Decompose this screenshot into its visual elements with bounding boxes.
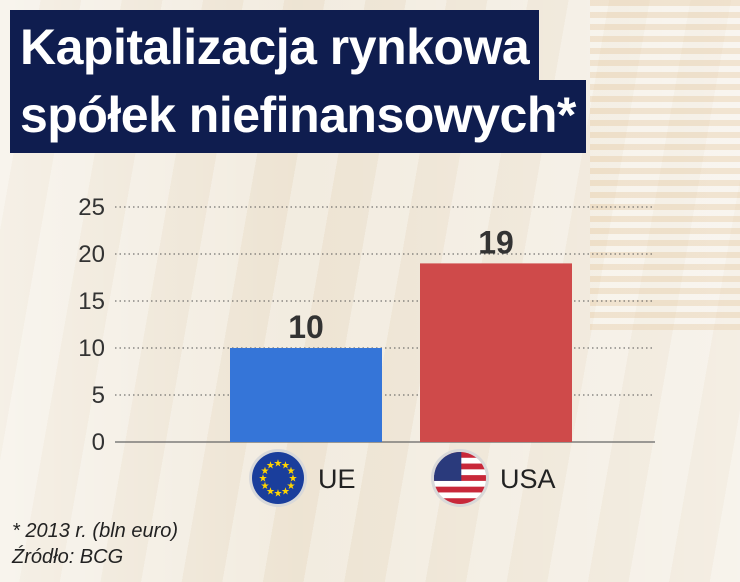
svg-text:★: ★: [281, 486, 290, 497]
bar-ue: [230, 348, 382, 442]
source: Źródło: BCG: [12, 546, 124, 568]
svg-text:★: ★: [287, 481, 296, 492]
y-tick-label: 20: [78, 241, 105, 268]
svg-text:★: ★: [261, 466, 270, 477]
value-label: 19: [478, 224, 514, 260]
y-tick-label: 15: [78, 288, 105, 315]
title-line-1: Kapitalizacja rynkowa: [10, 10, 540, 82]
value-labels: 10 19: [288, 224, 514, 345]
category-label-ue: UE: [318, 464, 356, 494]
category-label-usa: USA: [500, 464, 556, 494]
title-line-2: spółek niefinansowych*: [10, 80, 586, 153]
svg-text:★: ★: [289, 474, 298, 485]
svg-text:★: ★: [281, 461, 290, 472]
y-tick-label: 0: [92, 429, 105, 456]
bar-usa: [420, 263, 572, 442]
footnote: * 2013 r. (bln euro): [12, 520, 179, 542]
bars: [230, 263, 572, 442]
eu-flag-icon: ★★★★★★★★★★★★: [249, 449, 307, 507]
category-labels: ★★★★★★★★★★★★ UE USA: [249, 449, 556, 507]
svg-text:★: ★: [266, 486, 275, 497]
y-tick-label: 5: [92, 382, 105, 409]
svg-text:★: ★: [266, 461, 275, 472]
y-tick-label: 25: [78, 194, 105, 221]
svg-text:★: ★: [259, 474, 268, 485]
svg-text:★: ★: [261, 481, 270, 492]
y-tick-label: 10: [78, 335, 105, 362]
value-label: 10: [288, 309, 324, 345]
background-banknotes: [590, 0, 740, 330]
svg-text:★: ★: [274, 459, 283, 470]
svg-text:★: ★: [287, 466, 296, 477]
svg-text:★: ★: [274, 489, 283, 500]
grid-lines: [115, 206, 655, 443]
y-axis-ticks: 0 5 10 15 20 25: [78, 194, 105, 456]
usa-flag-icon: [431, 449, 489, 507]
